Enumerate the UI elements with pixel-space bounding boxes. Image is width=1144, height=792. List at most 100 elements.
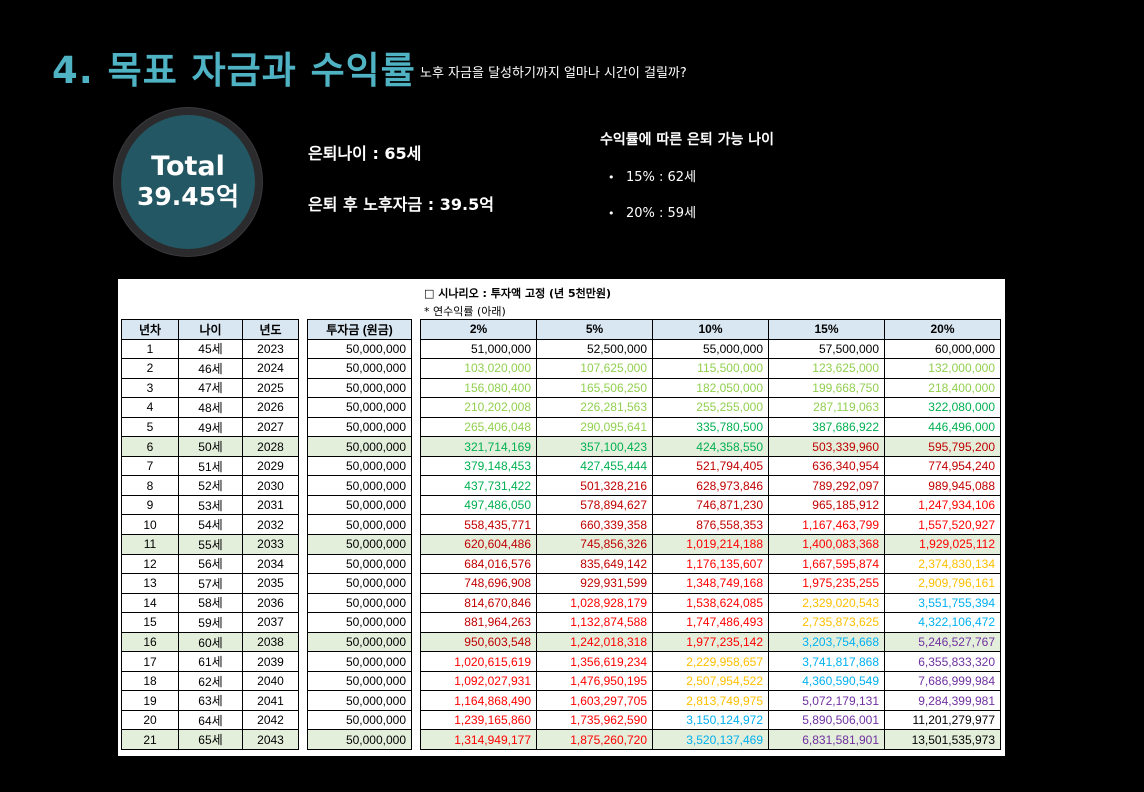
cell-return-value: 497,486,050 <box>420 494 537 516</box>
cell-return-value: 446,496,000 <box>884 416 1001 438</box>
table-row: 2 46세 2024 <box>121 358 299 379</box>
cell-return-value: 5,890,506,001 <box>768 709 885 731</box>
table-row: 50,000,000 <box>307 612 412 633</box>
cell-year: 2024 <box>242 358 299 379</box>
table-row: 21 65세 2043 <box>121 729 299 751</box>
cell-year-count: 14 <box>121 592 179 614</box>
header-rate: 2% <box>420 319 537 340</box>
table-row: 321,714,169 357,100,423 424,358,550 503,339… <box>420 436 1001 457</box>
cell-return-value: 814,670,846 <box>420 592 537 614</box>
cell-age: 60세 <box>178 631 243 653</box>
cell-return-value: 1,735,962,590 <box>536 709 653 731</box>
cell-age: 64세 <box>178 709 243 731</box>
cell-return-value: 13,501,535,973 <box>884 729 1001 751</box>
cell-return-value: 52,500,000 <box>536 338 653 360</box>
table-row: 1,239,165,860 1,735,962,590 3,150,124,972 5… <box>420 709 1001 731</box>
cell-return-value: 3,741,817,868 <box>768 651 885 672</box>
cell-year: 2042 <box>242 709 299 731</box>
cell-return-value: 2,229,958,657 <box>652 651 769 672</box>
cell-year: 2034 <box>242 553 299 575</box>
table-row: 6 50세 2028 <box>121 436 299 457</box>
table-row: 156,080,400 165,506,250 182,050,000 199,668… <box>420 377 1001 399</box>
cell-return-value: 165,506,250 <box>536 377 653 399</box>
cell-return-value: 11,201,279,977 <box>884 709 1001 731</box>
cell-return-value: 4,360,590,549 <box>768 670 885 692</box>
cell-year: 2030 <box>242 475 299 496</box>
cell-return-value: 989,945,088 <box>884 475 1001 496</box>
cell-return-value: 1,132,874,588 <box>536 612 653 633</box>
cell-return-value: 1,247,934,106 <box>884 494 1001 516</box>
cell-return-value: 578,894,627 <box>536 494 653 516</box>
cell-return-value: 9,284,399,981 <box>884 690 1001 711</box>
table-row: 19 63세 2041 <box>121 690 299 711</box>
table-row: 50,000,000 <box>307 338 412 360</box>
table-row: 50,000,000 <box>307 651 412 672</box>
scenario-note: * 연수익률 (아래) <box>424 305 506 318</box>
table-row: 50,000,000 <box>307 631 412 653</box>
cell-age: 65세 <box>178 729 243 751</box>
cell-invest: 50,000,000 <box>307 670 412 692</box>
table-row: 50,000,000 <box>307 729 412 751</box>
rates-list-item: 20% : 59세 <box>608 202 696 238</box>
cell-year: 2040 <box>242 670 299 692</box>
cell-return-value: 965,185,912 <box>768 494 885 516</box>
table-row: 51,000,000 52,500,000 55,000,000 57,500,000… <box>420 338 1001 360</box>
cell-return-value: 6,831,581,901 <box>768 729 885 751</box>
cell-return-value: 1,348,749,168 <box>652 573 769 594</box>
cell-return-value: 2,813,749,975 <box>652 690 769 711</box>
cell-return-value: 427,455,444 <box>536 455 653 477</box>
table-row: 558,435,771 660,339,358 876,558,353 1,167,4… <box>420 514 1001 536</box>
cell-return-value: 60,000,000 <box>884 338 1001 360</box>
table-row: 9 53세 2031 <box>121 494 299 516</box>
cell-return-value: 357,100,423 <box>536 436 653 457</box>
table-row: 50,000,000 <box>307 690 412 711</box>
cell-invest: 50,000,000 <box>307 553 412 575</box>
table-row: 379,148,453 427,455,444 521,794,405 636,340… <box>420 455 1001 477</box>
cell-return-value: 1,603,297,705 <box>536 690 653 711</box>
table-row: 50,000,000 <box>307 494 412 516</box>
table-row: 814,670,846 1,028,928,179 1,538,624,085 2,3… <box>420 592 1001 614</box>
total-badge-value: 39.45억 <box>136 182 240 211</box>
cell-invest: 50,000,000 <box>307 436 412 457</box>
cell-age: 62세 <box>178 670 243 692</box>
cell-return-value: 835,649,142 <box>536 553 653 575</box>
total-badge-label: Total <box>151 151 225 182</box>
header-rate: 15% <box>768 319 885 340</box>
table-row: 1,092,027,931 1,476,950,195 2,507,954,522 4… <box>420 670 1001 692</box>
cell-year: 2043 <box>242 729 299 751</box>
year-age-table: 년차 나이 년도 1 45세 2023 2 46세 2024 3 47세 2025 4 48세 202… <box>121 319 299 751</box>
table-row: 50,000,000 <box>307 436 412 457</box>
cell-year: 2023 <box>242 338 299 360</box>
table-row: 11 55세 2033 <box>121 534 299 555</box>
cell-return-value: 881,964,263 <box>420 612 537 633</box>
table-row: 1,314,949,177 1,875,260,720 3,520,137,469 6… <box>420 729 1001 751</box>
cell-return-value: 1,356,619,234 <box>536 651 653 672</box>
cell-return-value: 1,019,214,188 <box>652 534 769 555</box>
table-row: 12 56세 2034 <box>121 553 299 575</box>
cell-invest: 50,000,000 <box>307 592 412 614</box>
cell-return-value: 287,119,063 <box>768 397 885 418</box>
cell-year-count: 4 <box>121 397 179 418</box>
cell-return-value: 1,092,027,931 <box>420 670 537 692</box>
table-row: 7 51세 2029 <box>121 455 299 477</box>
cell-age: 45세 <box>178 338 243 360</box>
cell-invest: 50,000,000 <box>307 358 412 379</box>
header-rate: 10% <box>652 319 769 340</box>
table-row: 5 49세 2027 <box>121 416 299 438</box>
cell-return-value: 1,977,235,142 <box>652 631 769 653</box>
table-row: 103,020,000 107,625,000 115,500,000 123,625… <box>420 358 1001 379</box>
cell-return-value: 745,856,326 <box>536 534 653 555</box>
cell-return-value: 3,203,754,668 <box>768 631 885 653</box>
cell-invest: 50,000,000 <box>307 534 412 555</box>
header-year: 년도 <box>242 319 299 340</box>
cell-return-value: 182,050,000 <box>652 377 769 399</box>
cell-return-value: 156,080,400 <box>420 377 537 399</box>
header-age: 나이 <box>178 319 243 340</box>
table-row: 1,020,615,619 1,356,619,234 2,229,958,657 3… <box>420 651 1001 672</box>
cell-year-count: 17 <box>121 651 179 672</box>
cell-return-value: 115,500,000 <box>652 358 769 379</box>
retire-fund: 은퇴 후 노후자금 : 39.5억 <box>308 195 494 214</box>
cell-year-count: 10 <box>121 514 179 536</box>
table-row: 20 64세 2042 <box>121 709 299 731</box>
cell-age: 59세 <box>178 612 243 633</box>
